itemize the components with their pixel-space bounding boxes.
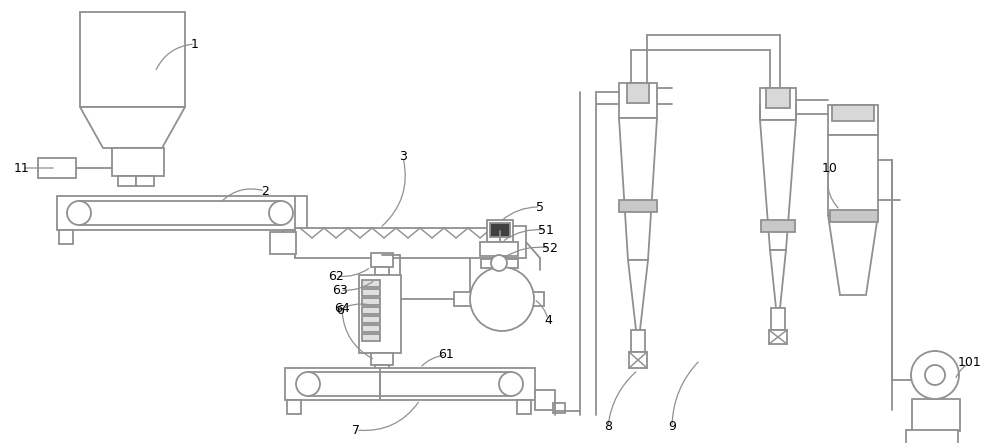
Bar <box>828 135 878 215</box>
Polygon shape <box>362 280 380 287</box>
Text: 1: 1 <box>191 38 199 51</box>
Bar <box>504 226 526 258</box>
Text: 2: 2 <box>261 184 269 198</box>
Bar <box>136 176 154 186</box>
Text: 62: 62 <box>328 269 344 283</box>
Polygon shape <box>362 289 380 296</box>
Circle shape <box>925 365 945 385</box>
Bar <box>481 259 495 268</box>
Bar <box>80 12 185 107</box>
Bar <box>629 352 647 368</box>
Bar <box>760 88 796 120</box>
Bar <box>480 242 518 256</box>
Bar <box>830 210 878 222</box>
Bar <box>375 267 389 275</box>
Bar <box>287 400 301 414</box>
Bar <box>454 292 472 306</box>
Bar <box>526 292 544 306</box>
Polygon shape <box>362 298 380 305</box>
Circle shape <box>470 267 534 331</box>
Bar <box>112 148 164 176</box>
Bar <box>766 88 790 108</box>
Circle shape <box>491 255 507 271</box>
Bar <box>771 308 785 330</box>
Circle shape <box>269 201 293 225</box>
Text: 9: 9 <box>668 420 676 434</box>
Circle shape <box>499 372 523 396</box>
Bar <box>487 220 513 242</box>
Bar <box>832 105 874 121</box>
Bar <box>285 368 535 400</box>
Text: 11: 11 <box>14 162 30 175</box>
Text: 64: 64 <box>334 302 350 315</box>
Text: 8: 8 <box>604 420 612 434</box>
Text: 4: 4 <box>544 314 552 326</box>
Text: 63: 63 <box>332 284 348 296</box>
Bar <box>619 200 657 212</box>
Polygon shape <box>362 334 380 341</box>
Text: 101: 101 <box>958 357 982 369</box>
Text: 10: 10 <box>822 162 838 175</box>
Bar <box>535 390 555 410</box>
Bar <box>359 275 401 353</box>
Bar <box>118 176 136 186</box>
Bar <box>627 83 649 103</box>
Polygon shape <box>362 316 380 323</box>
Text: 51: 51 <box>538 224 554 237</box>
Polygon shape <box>770 250 786 308</box>
Bar <box>517 400 531 414</box>
Bar <box>761 220 795 232</box>
Circle shape <box>911 351 959 399</box>
Text: 61: 61 <box>438 349 454 361</box>
Polygon shape <box>80 107 185 148</box>
Bar <box>504 259 518 268</box>
Text: 3: 3 <box>399 151 407 163</box>
Text: 52: 52 <box>542 241 558 254</box>
Bar <box>371 353 393 365</box>
Bar <box>375 365 389 373</box>
Bar <box>270 232 296 254</box>
Polygon shape <box>628 260 648 330</box>
Circle shape <box>296 372 320 396</box>
Bar <box>59 230 73 244</box>
Polygon shape <box>760 120 796 250</box>
Bar <box>769 330 787 344</box>
Bar <box>57 196 307 230</box>
Polygon shape <box>828 215 878 295</box>
Polygon shape <box>619 118 657 260</box>
Circle shape <box>67 201 91 225</box>
Text: 5: 5 <box>536 201 544 214</box>
Text: 6: 6 <box>336 303 344 316</box>
Bar <box>371 253 393 267</box>
Bar <box>828 105 878 135</box>
Bar <box>912 399 960 431</box>
Bar <box>619 83 657 118</box>
Bar <box>631 330 645 352</box>
Polygon shape <box>362 307 380 314</box>
Bar <box>906 430 958 443</box>
Bar <box>553 403 565 413</box>
Bar <box>38 158 76 178</box>
Bar <box>490 223 510 237</box>
Text: 7: 7 <box>352 424 360 436</box>
Bar <box>295 228 507 258</box>
Bar <box>283 230 297 244</box>
Polygon shape <box>362 325 380 332</box>
